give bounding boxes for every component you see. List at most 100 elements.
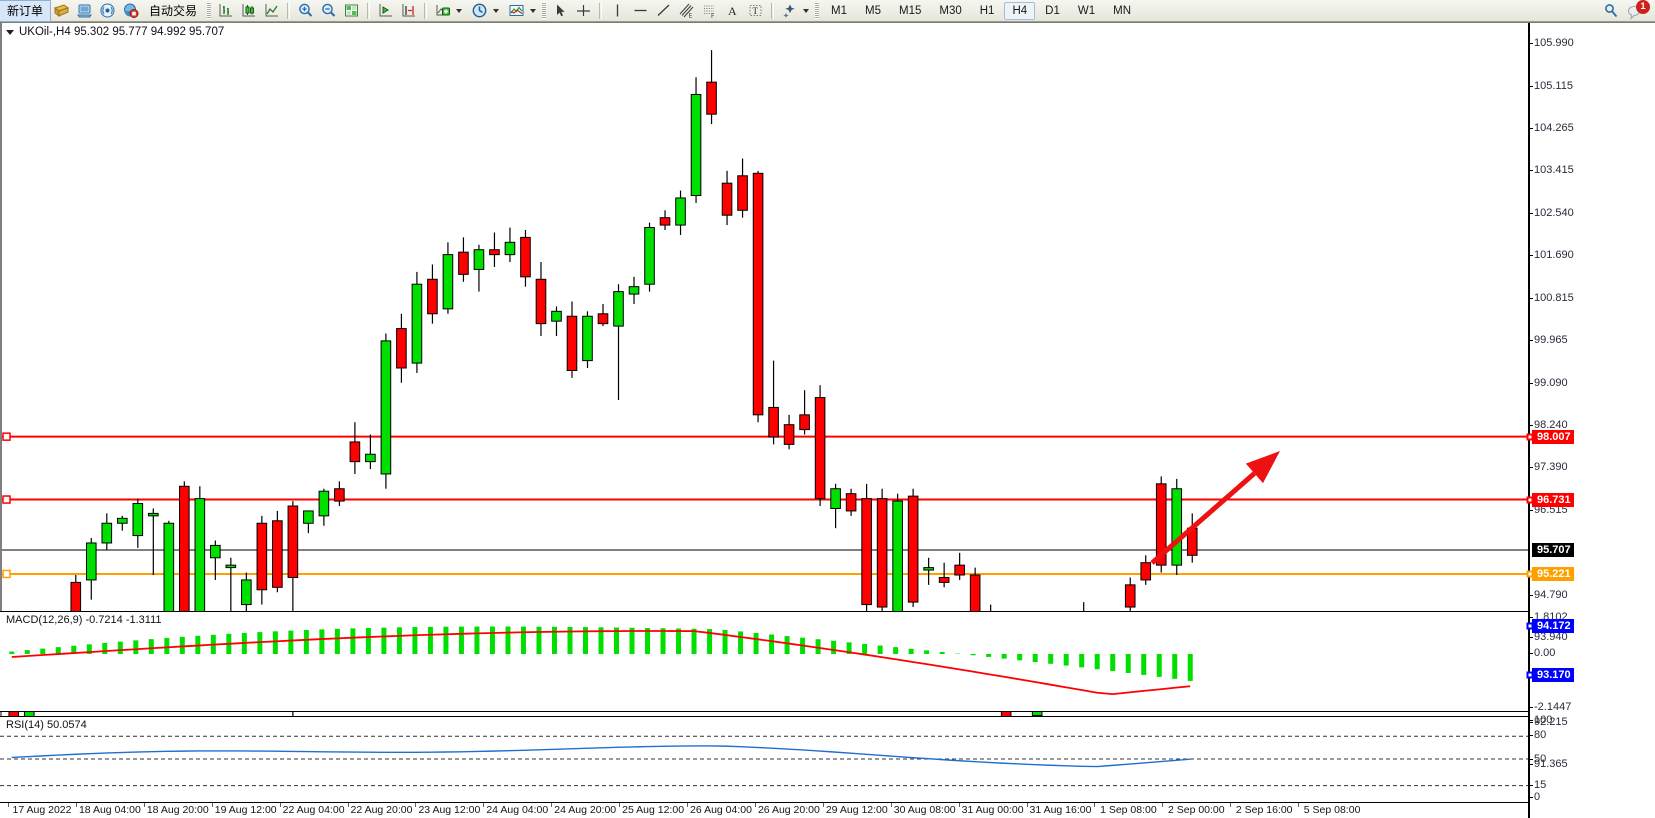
timeframe-m1[interactable]: M1: [831, 4, 848, 17]
macd-tick: -2.1447: [1529, 701, 1572, 713]
templates-dropdown-caret[interactable]: [530, 8, 537, 13]
objects-dropdown-caret[interactable]: [803, 8, 810, 13]
chevron-down-icon[interactable]: [6, 29, 14, 35]
macd-indicator-panel[interactable]: MACD(12,26,9) -0.7214 -1.3111: [0, 611, 1528, 712]
candle: [938, 562, 950, 588]
text-icon[interactable]: A: [721, 1, 744, 21]
price-tick: 100.815: [1530, 292, 1574, 305]
period-icon[interactable]: [468, 1, 491, 21]
price-tag-handle-support-2[interactable]: [1526, 671, 1534, 679]
toolbar-grip-1[interactable]: [207, 2, 212, 19]
search-icon[interactable]: [1599, 1, 1623, 21]
vertical-line-icon[interactable]: [606, 1, 629, 21]
timeframe-m30[interactable]: M30: [939, 4, 962, 17]
objects-icon[interactable]: [778, 1, 801, 21]
horizontal-line-icon[interactable]: [629, 1, 652, 21]
add-indicator-icon[interactable]: [431, 1, 454, 21]
shift-end-icon[interactable]: [374, 1, 397, 21]
time-divider: [1162, 803, 1164, 807]
candle: [210, 540, 221, 580]
label-icon[interactable]: T: [744, 1, 767, 21]
cursor-icon[interactable]: [549, 1, 572, 21]
timeframe-h4[interactable]: H4: [1004, 1, 1036, 20]
time-divider: [1230, 803, 1232, 807]
timeframe-h1[interactable]: H1: [979, 4, 995, 17]
macd-label: MACD(12,26,9) -0.7214 -1.3111: [6, 614, 162, 626]
candle: [1124, 577, 1136, 612]
price-tick: 97.390: [1530, 461, 1568, 474]
toolbar-grip-3[interactable]: [815, 2, 820, 19]
bullish-trend-arrow[interactable]: [1150, 451, 1280, 565]
price-tag-resistance-2[interactable]: 96.731: [1532, 492, 1574, 507]
zoom-in-icon[interactable]: [294, 1, 317, 21]
add-indicator-dropdown-caret[interactable]: [456, 8, 463, 13]
price-tag-pivot[interactable]: 95.221: [1532, 566, 1574, 581]
price-tick: 94.790: [1530, 589, 1568, 602]
signals-icon[interactable]: [96, 1, 119, 21]
period-dropdown-caret[interactable]: [493, 8, 500, 13]
candle: [504, 227, 516, 263]
toolbar-separator-5: [771, 2, 775, 19]
autotrading-icon[interactable]: [119, 1, 142, 21]
time-tick-label: 18 Aug 04:00: [78, 804, 141, 816]
zoom-out-icon[interactable]: [317, 1, 340, 21]
alerts-icon[interactable]: 1: [1623, 0, 1650, 21]
time-tick-label: 25 Aug 12:00: [622, 804, 685, 816]
bar-chart-icon[interactable]: [214, 1, 237, 21]
candle: [907, 488, 919, 608]
price-tag-current-price[interactable]: 95.707: [1532, 543, 1574, 557]
templates-icon[interactable]: [505, 1, 528, 21]
rsi-indicator-panel[interactable]: RSI(14) 50.0574: [0, 716, 1528, 803]
price-tag-handle-resistance-2[interactable]: [1526, 496, 1534, 504]
auto-scroll-icon[interactable]: [397, 1, 420, 21]
fibonacci-icon[interactable]: F: [698, 1, 721, 21]
price-tag-support-2[interactable]: 93.170: [1532, 668, 1574, 683]
autotrading-button[interactable]: 自动交易: [149, 4, 198, 18]
candle: [752, 170, 764, 423]
level-handle-left-pivot[interactable]: [2, 569, 11, 579]
time-tick-label: 26 Aug 20:00: [757, 804, 820, 816]
time-divider: [211, 803, 213, 807]
price-tag-handle-support-1[interactable]: [1526, 622, 1534, 630]
equidistant-channel-icon[interactable]: E: [675, 1, 698, 21]
candle: [442, 242, 454, 314]
price-tag-handle-pivot[interactable]: [1526, 570, 1534, 578]
line-chart-icon[interactable]: [260, 1, 283, 21]
toolbar-grip-2[interactable]: [542, 2, 547, 19]
time-tick-label: 29 Aug 12:00: [825, 804, 888, 816]
time-tick-label: 18 Aug 20:00: [146, 804, 209, 816]
new-order-button[interactable]: 新订单: [0, 0, 52, 22]
price-tag-support-1[interactable]: 94.172: [1532, 618, 1574, 633]
price-tag-resistance-1[interactable]: 98.007: [1532, 429, 1574, 444]
price-tick: 105.115: [1530, 80, 1573, 93]
time-divider: [347, 803, 349, 807]
timeframe-m5[interactable]: M5: [865, 4, 881, 17]
candle: [116, 515, 128, 531]
timeframe-d1[interactable]: D1: [1045, 4, 1060, 17]
price-tick: 101.690: [1530, 249, 1574, 262]
wallet-icon[interactable]: [50, 1, 73, 21]
tile-windows-icon[interactable]: [340, 1, 363, 21]
time-tick-label: 26 Aug 04:00: [690, 804, 752, 816]
notification-badge: 1: [1636, 0, 1650, 14]
candle: [706, 50, 717, 125]
trendline-icon[interactable]: [652, 1, 675, 21]
candle: [489, 232, 500, 267]
terminal-icon[interactable]: [73, 1, 96, 21]
timeframe-mn[interactable]: MN: [1113, 4, 1131, 17]
price-tag-handle-resistance-1[interactable]: [1526, 433, 1534, 441]
toolbar-separator-3: [424, 2, 428, 19]
level-handle-left-resistance-2[interactable]: [2, 495, 11, 504]
price-axis[interactable]: 105.990 105.115 104.265 103.415 102.540 101.6…: [1526, 23, 1655, 818]
level-handle-left-resistance-1[interactable]: [2, 432, 11, 441]
candle: [1140, 555, 1152, 585]
candle: [535, 262, 547, 336]
toolbar-separator-2: [367, 2, 371, 19]
candlestick-chart-icon[interactable]: [237, 1, 260, 21]
candle: [644, 222, 655, 292]
candle: [256, 515, 268, 605]
crosshair-icon[interactable]: [572, 1, 595, 21]
timeframe-m15[interactable]: M15: [899, 4, 922, 17]
timeframe-w1[interactable]: W1: [1077, 4, 1096, 17]
time-axis[interactable]: 17 Aug 2022 18 Aug 04:00 18 Aug 20:00 19 Au…: [0, 803, 1528, 818]
